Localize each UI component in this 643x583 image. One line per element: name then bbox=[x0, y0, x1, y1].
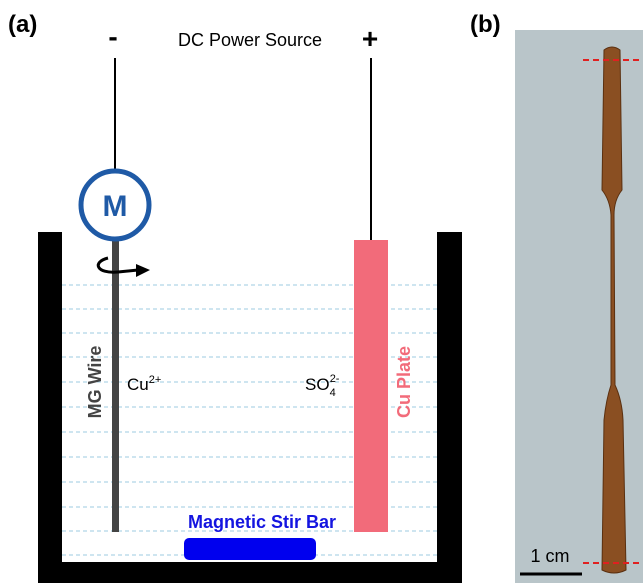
anion: SO4 2- bbox=[305, 373, 340, 399]
panel-label: (a) bbox=[8, 11, 37, 38]
ion-subscript: 4 bbox=[330, 387, 336, 399]
source-label: DC Power Source bbox=[178, 30, 322, 50]
minus-sign: - bbox=[108, 21, 117, 52]
ion-charge: 2+ bbox=[149, 374, 162, 386]
panel-label: (b) bbox=[470, 11, 501, 38]
stir-bar-label: Magnetic Stir Bar bbox=[188, 512, 336, 532]
cu-plate bbox=[354, 240, 388, 532]
ion-charge: 2- bbox=[330, 373, 340, 385]
wire-label: MG Wire bbox=[85, 346, 105, 419]
ion-base: Cu bbox=[127, 375, 149, 394]
scale-label: 1 cm bbox=[530, 546, 569, 566]
rotation-arrowhead bbox=[136, 264, 150, 277]
motor-label: M bbox=[103, 190, 128, 223]
plate-label: Cu Plate bbox=[394, 346, 414, 418]
mg-wire bbox=[112, 238, 119, 532]
ion-base: SO bbox=[305, 375, 330, 394]
cation: Cu2+ bbox=[127, 374, 161, 394]
stir-bar bbox=[184, 538, 316, 560]
plus-sign: + bbox=[362, 23, 378, 54]
figure: (a) - + DC Power Source M MG Wire Cu Pla… bbox=[0, 0, 643, 583]
